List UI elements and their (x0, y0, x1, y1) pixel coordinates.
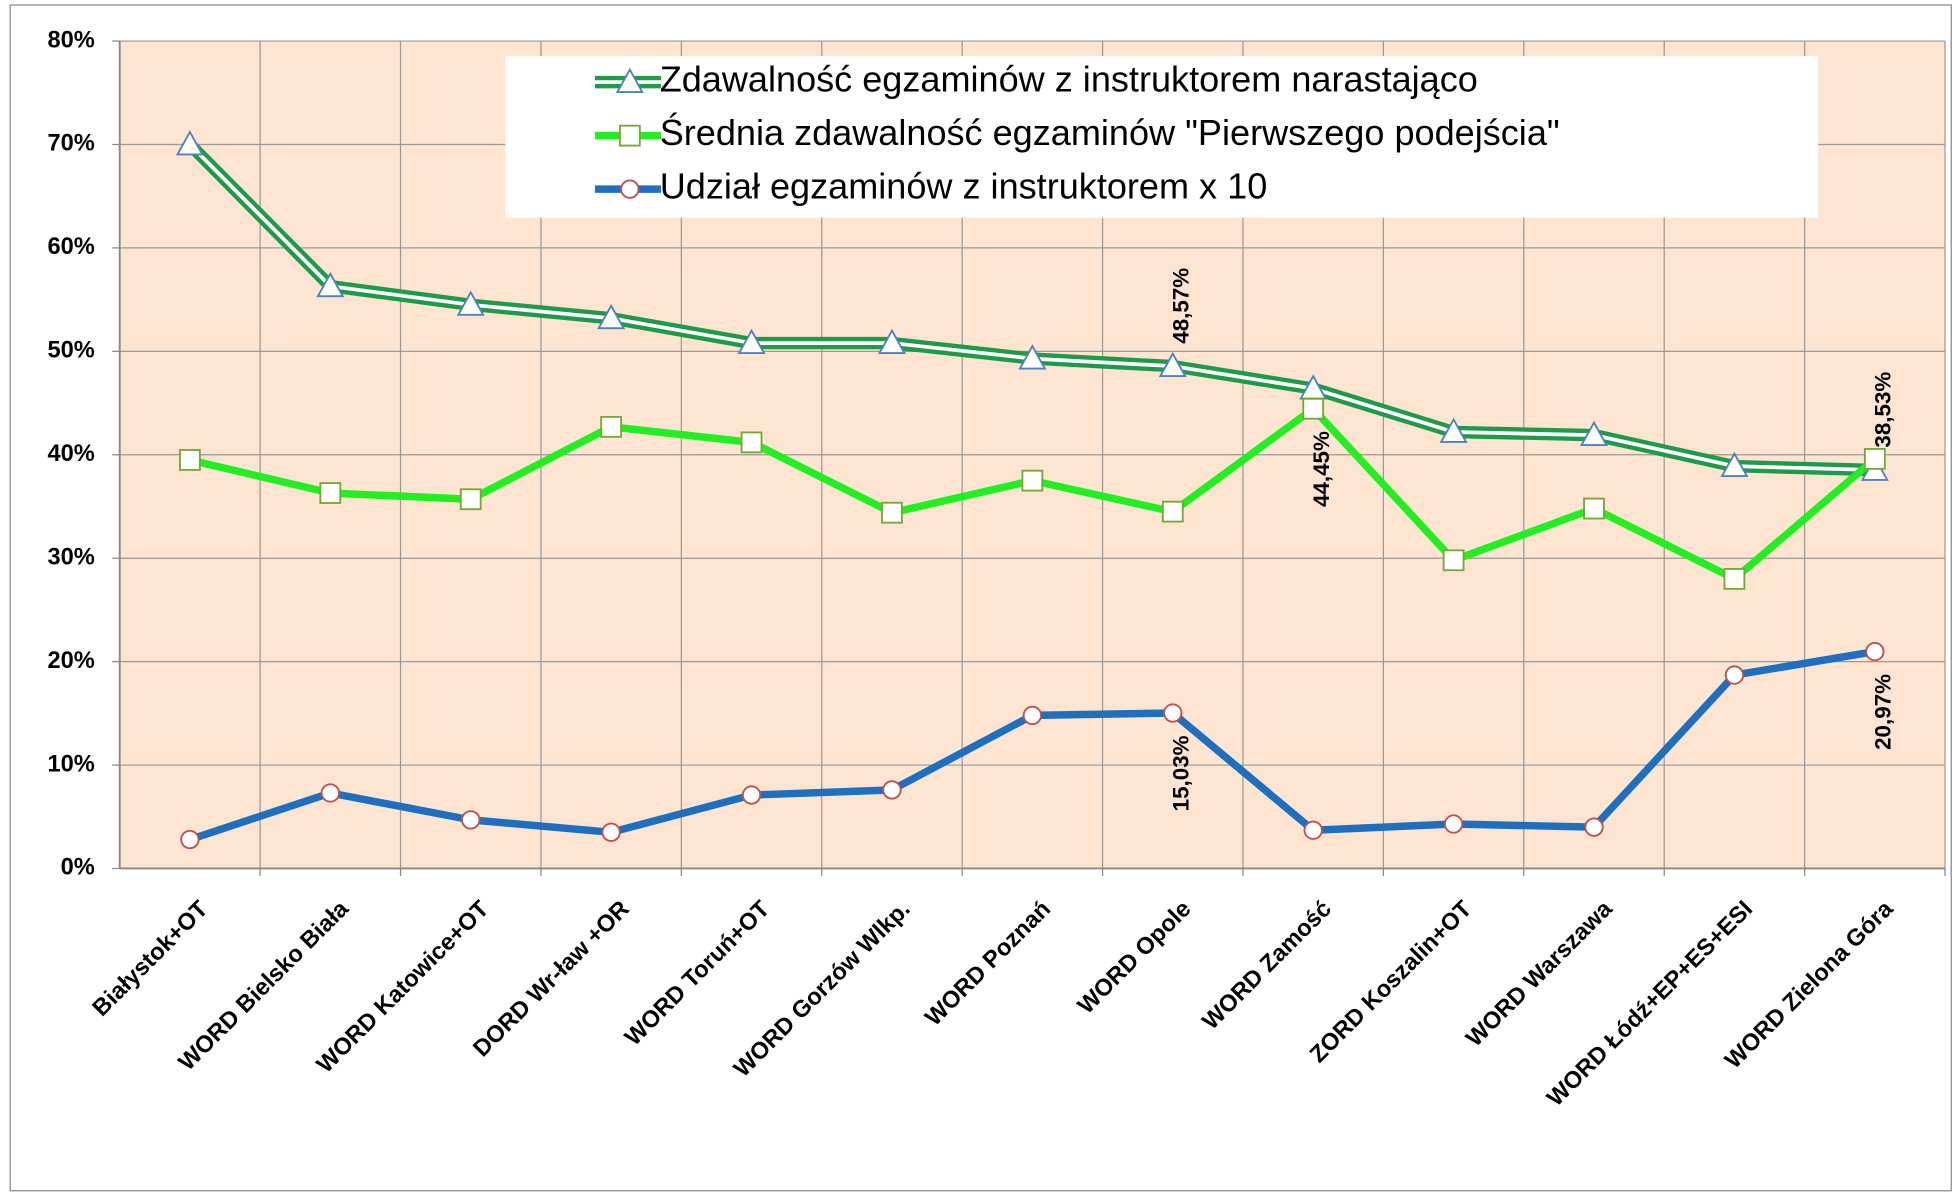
marker-triangle (316, 271, 345, 298)
marker-triangle (1158, 351, 1187, 378)
marker-triangle (737, 328, 766, 354)
legend: Zdawalność egzaminów z instruktorem nara… (505, 55, 1819, 218)
legend-marker (618, 124, 641, 147)
marker-circle (1443, 814, 1464, 834)
marker-circle (882, 780, 902, 800)
marker-circle (1303, 820, 1323, 840)
marker-square (1021, 469, 1044, 492)
marker-triangle (456, 290, 485, 316)
marker-square (1723, 568, 1746, 590)
marker-circle (1584, 817, 1604, 837)
marker-circle (1724, 665, 1745, 685)
data-label: 38,53% (1871, 372, 1896, 448)
marker-triangle (597, 303, 626, 330)
marker-triangle (877, 328, 906, 354)
marker-circle (1865, 641, 1885, 662)
y-tick-label: 30% (48, 544, 95, 570)
marker-circle (1022, 705, 1043, 726)
marker-square (740, 431, 763, 454)
marker-triangle (175, 130, 204, 156)
marker-square (319, 482, 342, 504)
legend-label: Udział egzaminów z instruktorem x 10 (660, 166, 1268, 207)
y-tick-label: 60% (48, 234, 95, 260)
legend-box (505, 55, 1819, 218)
marker-square (1161, 500, 1184, 523)
marker-triangle (1720, 451, 1749, 478)
data-label: 15,03% (1169, 735, 1194, 811)
marker-triangle (1018, 344, 1047, 370)
marker-square (600, 415, 623, 438)
marker-square (1863, 448, 1886, 470)
marker-circle (180, 829, 200, 850)
legend-label: Średnia zdawalność egzaminów "Pierwszego… (660, 111, 1560, 153)
marker-square (1583, 497, 1605, 520)
marker-circle (461, 810, 481, 830)
data-label: 44,45% (1309, 431, 1334, 507)
y-tick-label: 50% (48, 338, 95, 364)
marker-triangle (1439, 417, 1468, 443)
marker-square (881, 501, 903, 524)
marker-circle (320, 783, 340, 803)
marker-triangle (1579, 420, 1609, 447)
marker-square (1442, 549, 1465, 572)
marker-square (1302, 397, 1325, 420)
legend-marker (615, 67, 644, 94)
marker-square (179, 449, 201, 471)
y-tick-label: 20% (48, 648, 95, 674)
y-tick-label: 40% (48, 441, 95, 467)
y-tick-label: 0% (61, 855, 95, 881)
marker-circle (601, 822, 621, 842)
data-label: 48,57% (1169, 268, 1194, 344)
legend-label: Zdawalność egzaminów z instruktorem nara… (660, 59, 1478, 100)
marker-circle (1163, 703, 1183, 723)
y-tick-label: 80% (48, 27, 95, 53)
marker-square (459, 488, 482, 511)
marker-circle (741, 785, 762, 805)
y-tick-label: 70% (48, 131, 95, 157)
data-label: 20,97% (1871, 674, 1896, 750)
y-tick-label: 10% (48, 751, 95, 777)
legend-marker (620, 179, 640, 199)
